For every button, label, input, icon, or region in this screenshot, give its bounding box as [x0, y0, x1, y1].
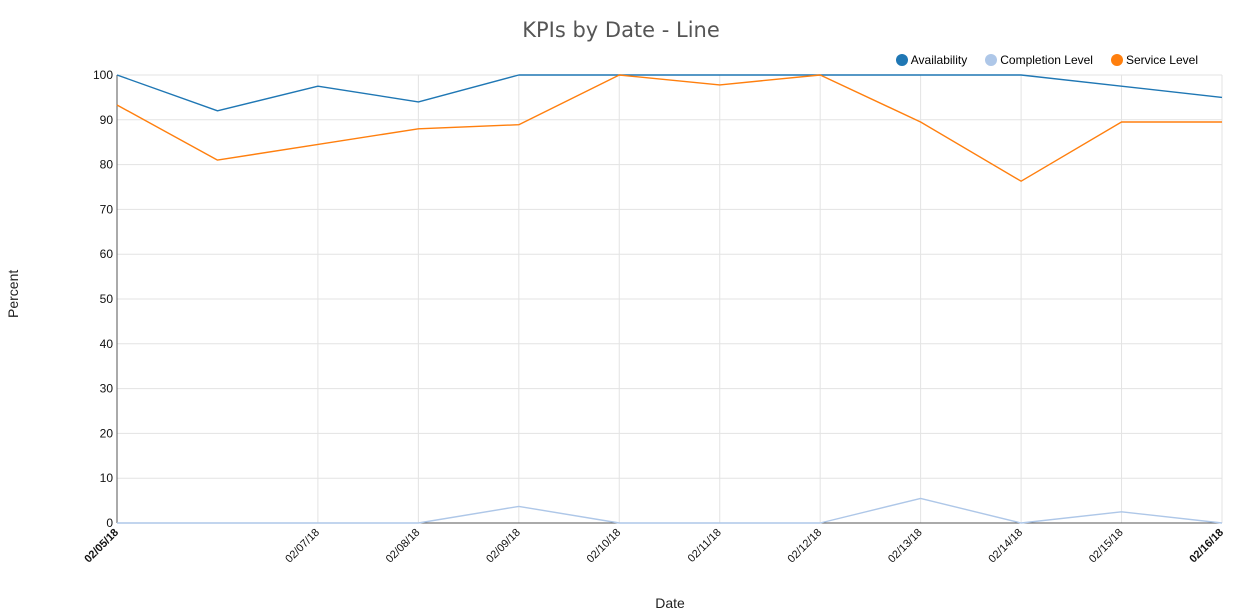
y-tick-label: 100 — [93, 68, 113, 82]
legend-label: Availability — [910, 53, 968, 67]
x-tick-label: 02/10/18 — [585, 527, 624, 566]
y-tick-label: 70 — [100, 202, 114, 216]
x-tick-label: 02/05/18 — [82, 527, 121, 566]
x-tick-label: 02/16/18 — [1187, 527, 1226, 566]
series-line-availability — [116, 74, 1223, 112]
x-tick-label: 02/09/18 — [484, 527, 523, 566]
chart-title: KPIs by Date - Line — [522, 18, 720, 42]
y-tick-label: 80 — [100, 158, 114, 172]
y-tick-label: 40 — [100, 337, 114, 351]
legend-item-completion-level[interactable]: Completion Level — [985, 53, 1093, 67]
x-tick-label: 02/15/18 — [1087, 527, 1126, 566]
y-tick-label: 20 — [100, 426, 114, 440]
legend-label: Completion Level — [1000, 53, 1093, 67]
legend-item-availability[interactable]: Availability — [895, 53, 968, 67]
y-tick-label: 60 — [100, 247, 114, 261]
x-tick-label: 02/13/18 — [886, 527, 925, 566]
legend-item-service-level[interactable]: Service Level — [1110, 53, 1198, 67]
legend-swatch — [985, 54, 998, 66]
x-tick-label: 02/08/18 — [384, 527, 423, 566]
legend-swatch — [895, 54, 908, 66]
legend-swatch — [1110, 54, 1123, 66]
y-tick-label: 10 — [100, 471, 114, 485]
y-tick-label: 0 — [106, 516, 113, 530]
legend-label: Service Level — [1125, 53, 1198, 67]
y-tick-label: 30 — [100, 382, 114, 396]
x-tick-label: 02/14/18 — [986, 527, 1025, 566]
y-tick-label: 90 — [100, 113, 114, 127]
x-tick-label: 02/11/18 — [686, 527, 724, 565]
x-tick-label: 02/12/18 — [786, 527, 825, 566]
x-tick-label: 02/07/18 — [283, 527, 322, 566]
y-tick-label: 50 — [100, 292, 114, 306]
x-axis-title: Date — [655, 595, 685, 611]
legend: Availability Completion Level Service Leve… — [895, 53, 1198, 67]
series-line-service-level — [116, 74, 1222, 182]
series-line-completion-level — [117, 497, 1223, 524]
